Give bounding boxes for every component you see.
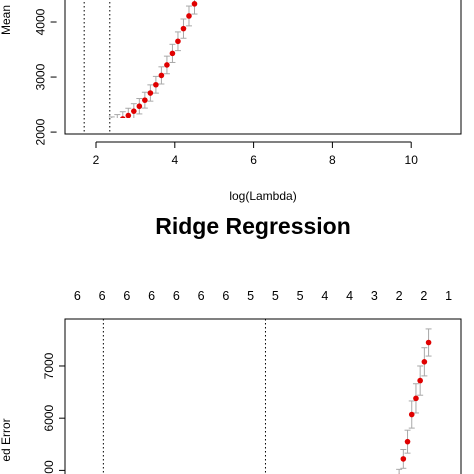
top-count-label: 6 — [173, 289, 180, 303]
data-point — [425, 339, 432, 346]
top-count-label: 2 — [420, 289, 427, 303]
data-point — [408, 411, 415, 418]
data-point — [114, 119, 120, 125]
data-point — [103, 123, 109, 129]
data-point — [191, 1, 198, 7]
data-point — [81, 127, 87, 133]
reference-lines-bottom — [102, 319, 266, 474]
x-axis-label: log(Lambda) — [229, 189, 296, 203]
y-axis-bottom: 000 6000 7000 — [42, 352, 65, 474]
top-count-label: 5 — [297, 289, 304, 303]
top-count-label: 3 — [371, 289, 378, 303]
x-tick-label: 4 — [171, 153, 178, 167]
top-count-label: 6 — [222, 289, 229, 303]
plot-frame — [64, 0, 462, 135]
data-points — [81, 0, 198, 133]
data-points-bottom — [396, 328, 432, 474]
data-point — [180, 25, 187, 32]
data-point — [98, 124, 104, 130]
y-tick-label: 2000 — [34, 118, 48, 145]
y-tick-label: 000 — [42, 460, 56, 474]
y-tick-label: 6000 — [42, 405, 56, 432]
data-point — [109, 121, 115, 127]
data-point — [92, 125, 98, 131]
data-point — [175, 38, 181, 45]
data-point — [120, 116, 126, 118]
top-count-label: 6 — [148, 289, 155, 303]
y-tick-label: 7000 — [42, 352, 56, 379]
top-count-label: 6 — [198, 289, 205, 303]
top-counts: 6 6 6 6 6 6 6 5 5 5 4 4 3 2 2 1 — [74, 289, 452, 303]
top-count-label: 1 — [445, 289, 452, 303]
x-axis: 2 4 6 8 10 — [93, 141, 419, 167]
top-count-label: 5 — [247, 289, 254, 303]
data-point — [186, 13, 192, 19]
data-point — [421, 359, 428, 365]
data-point — [142, 97, 148, 103]
top-count-label: 4 — [346, 289, 353, 303]
top-count-label: 4 — [321, 289, 328, 303]
y-tick-label: 4000 — [34, 8, 48, 35]
x-tick-label: 6 — [250, 153, 257, 167]
top-count-label: 6 — [74, 289, 81, 303]
data-point — [158, 72, 165, 79]
x-tick-label: 8 — [329, 153, 336, 167]
y-tick-label: 3000 — [34, 63, 48, 90]
plot-frame-bottom — [64, 318, 462, 474]
top-count-label: 6 — [99, 289, 106, 303]
data-point — [164, 62, 170, 68]
data-point — [147, 90, 154, 96]
x-tick-label: 10 — [405, 153, 419, 167]
y-axis: 2000 3000 4000 — [34, 8, 57, 145]
data-point — [153, 81, 159, 88]
y-axis-label: Mean — [0, 5, 13, 35]
x-tick-label: 2 — [93, 153, 100, 167]
top-count-label: 6 — [123, 289, 130, 303]
y-axis-label-bottom: ed Error — [0, 418, 13, 461]
top-count-label: 2 — [396, 289, 403, 303]
data-point — [131, 108, 137, 114]
data-point — [87, 126, 93, 132]
data-point — [125, 112, 132, 118]
data-point — [400, 456, 407, 462]
top-panel: 2000 3000 4000 2 4 6 8 10 Mean log(Lambda) — [0, 0, 462, 203]
data-point — [169, 50, 176, 57]
bottom-panel: 6 6 6 6 6 6 6 5 5 5 4 4 3 2 2 1 000 6000 7000 ed Error — [0, 289, 462, 474]
data-point — [413, 395, 419, 402]
data-point — [404, 438, 411, 445]
chart-title: Ridge Regression — [155, 213, 351, 239]
data-point — [417, 377, 423, 384]
reference-lines — [83, 0, 111, 134]
data-point — [136, 103, 143, 110]
top-count-label: 5 — [272, 289, 279, 303]
